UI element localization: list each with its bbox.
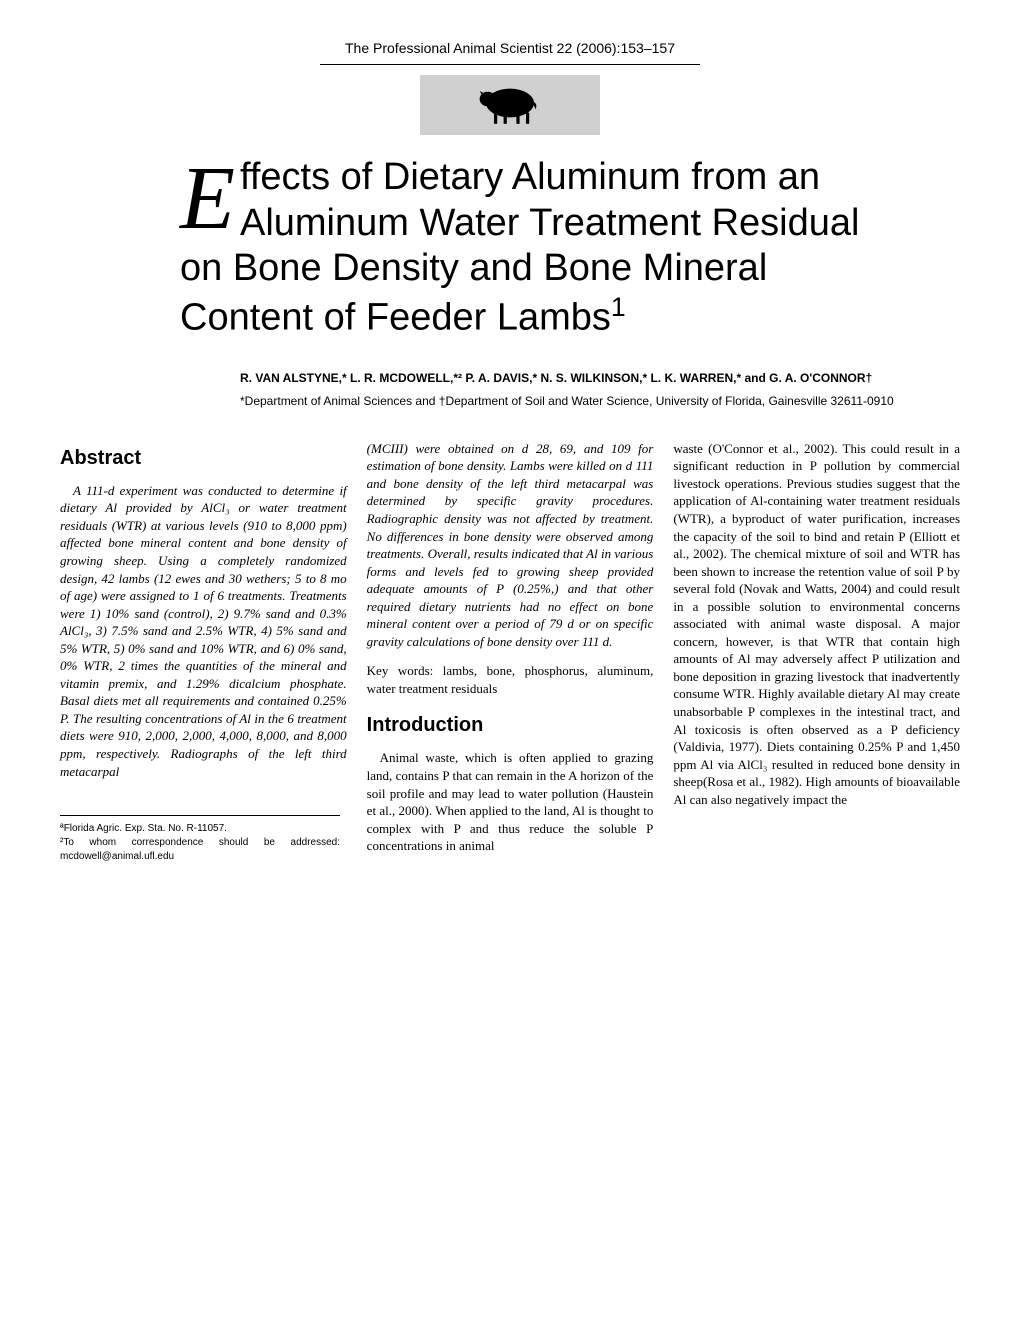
column-2: (MCIII) were obtained on d 28, 69, and 1…	[367, 440, 654, 864]
column-3: waste (O'Connor et al., 2002). This coul…	[673, 440, 960, 864]
abstract-paragraph: A 111-d experiment was conducted to dete…	[60, 482, 347, 780]
footnote-1: ªFlorida Agric. Exp. Sta. No. R-11057.	[60, 822, 340, 836]
introduction-heading: Introduction	[367, 712, 654, 739]
footnotes-block: ªFlorida Agric. Exp. Sta. No. R-11057. ²…	[60, 815, 340, 864]
content-columns: Abstract A 111-d experiment was conducte…	[60, 440, 960, 864]
journal-reference: The Professional Animal Scientist 22 (20…	[60, 40, 960, 56]
affiliation-text: *Department of Animal Sciences and †Depa…	[240, 393, 900, 410]
title-text: ffects of Dietary Aluminum from an Alumi…	[180, 156, 859, 338]
abstract-heading: Abstract	[60, 445, 347, 472]
article-icon-box	[420, 75, 600, 135]
title-dropcap: E	[180, 163, 235, 235]
header-divider	[320, 64, 700, 65]
intro-paragraph: Animal waste, which is often applied to …	[367, 749, 654, 854]
keywords-block: Key words: lambs, bone, phosphorus, alum…	[367, 662, 654, 697]
abstract-continuation: (MCIII) were obtained on d 28, 69, and 1…	[367, 440, 654, 651]
keywords-label: Key words:	[367, 663, 434, 678]
intro-continuation: waste (O'Connor et al., 2002). This coul…	[673, 440, 960, 808]
article-title-container: Effects of Dietary Aluminum from an Alum…	[180, 155, 900, 341]
abstract-cont-paragraph: (MCIII) were obtained on d 28, 69, and 1…	[367, 440, 654, 651]
authors-list: R. VAN ALSTYNE,* L. R. MCDOWELL,*² P. A.…	[240, 371, 900, 385]
title-footnote-ref: 1	[611, 292, 626, 322]
article-title: Effects of Dietary Aluminum from an Alum…	[180, 155, 900, 341]
abstract-body: A 111-d experiment was conducted to dete…	[60, 482, 347, 780]
column-1: Abstract A 111-d experiment was conducte…	[60, 440, 347, 864]
sheep-icon	[470, 78, 550, 133]
footnote-2: ²To whom correspondence should be addres…	[60, 836, 340, 864]
introduction-body: Animal waste, which is often applied to …	[367, 749, 654, 854]
